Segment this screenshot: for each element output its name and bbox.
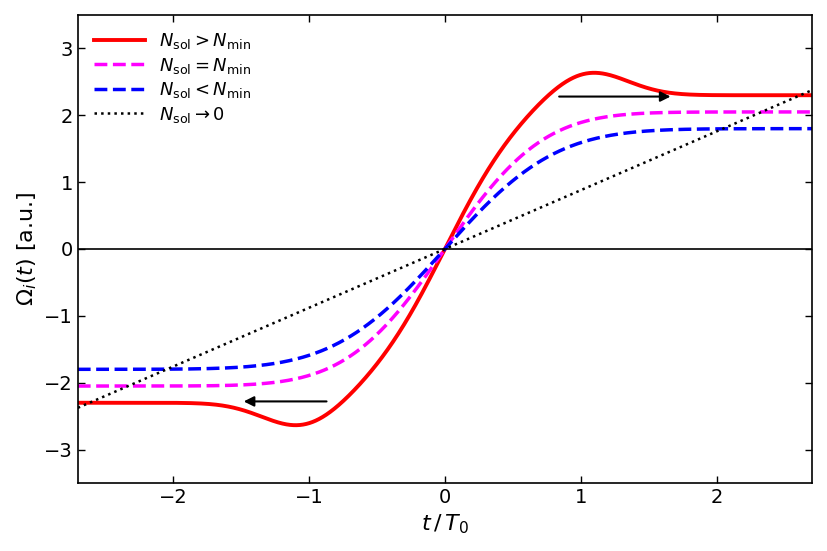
- $N_\mathrm{sol} > N_\mathrm{min}$: [807, 92, 817, 99]
- $N_\mathrm{sol} = N_\mathrm{min}$: [386, 316, 396, 323]
- $N_\mathrm{sol} \to 0$: [354, 283, 364, 289]
- $N_\mathrm{sol} > N_\mathrm{min}$: [156, 399, 166, 406]
- $N_\mathrm{sol} \to 0$: [156, 368, 166, 375]
- $N_\mathrm{sol} > N_\mathrm{min}$: [714, 92, 724, 99]
- $N_\mathrm{sol} < N_\mathrm{min}$: [792, 126, 802, 132]
- $N_\mathrm{sol} = N_\mathrm{min}$: [73, 383, 83, 390]
- Y-axis label: $\Omega_i(t)$ [a.u.]: $\Omega_i(t)$ [a.u.]: [15, 192, 39, 306]
- $N_\mathrm{sol} = N_\mathrm{min}$: [714, 109, 724, 115]
- Line: $N_\mathrm{sol} = N_\mathrm{min}$: $N_\mathrm{sol} = N_\mathrm{min}$: [78, 112, 812, 386]
- $N_\mathrm{sol} > N_\mathrm{min}$: [355, 381, 365, 388]
- $N_\mathrm{sol} > N_\mathrm{min}$: [793, 92, 803, 99]
- $N_\mathrm{sol} > N_\mathrm{min}$: [291, 422, 301, 429]
- $N_\mathrm{sol} \to 0$: [73, 404, 83, 411]
- Line: $N_\mathrm{sol} > N_\mathrm{min}$: $N_\mathrm{sol} > N_\mathrm{min}$: [78, 73, 812, 425]
- $N_\mathrm{sol} = N_\mathrm{min}$: [807, 109, 817, 115]
- $N_\mathrm{sol} < N_\mathrm{min}$: [386, 302, 396, 309]
- $N_\mathrm{sol} < N_\mathrm{min}$: [354, 327, 364, 334]
- Line: $N_\mathrm{sol} \to 0$: $N_\mathrm{sol} \to 0$: [78, 90, 812, 408]
- Legend: $N_\mathrm{sol} > N_\mathrm{min}$, $N_\mathrm{sol} = N_\mathrm{min}$, $N_\mathrm: $N_\mathrm{sol} > N_\mathrm{min}$, $N_\m…: [87, 24, 258, 132]
- $N_\mathrm{sol} > N_\mathrm{min}$: [200, 401, 210, 407]
- $N_\mathrm{sol} = N_\mathrm{min}$: [792, 109, 802, 115]
- $N_\mathrm{sol} \to 0$: [807, 87, 817, 94]
- $N_\mathrm{sol} < N_\mathrm{min}$: [807, 125, 817, 132]
- $N_\mathrm{sol} \to 0$: [200, 349, 210, 356]
- $N_\mathrm{sol} \to 0$: [714, 127, 724, 134]
- $N_\mathrm{sol} < N_\mathrm{min}$: [714, 126, 724, 132]
- Line: $N_\mathrm{sol} < N_\mathrm{min}$: $N_\mathrm{sol} < N_\mathrm{min}$: [78, 128, 812, 369]
- $N_\mathrm{sol} < N_\mathrm{min}$: [73, 366, 83, 372]
- $N_\mathrm{sol} \to 0$: [792, 93, 802, 100]
- $N_\mathrm{sol} > N_\mathrm{min}$: [73, 399, 83, 406]
- $N_\mathrm{sol} < N_\mathrm{min}$: [200, 365, 210, 372]
- $N_\mathrm{sol} < N_\mathrm{min}$: [156, 366, 166, 372]
- $N_\mathrm{sol} = N_\mathrm{min}$: [354, 346, 364, 353]
- $N_\mathrm{sol} = N_\mathrm{min}$: [156, 383, 166, 390]
- $N_\mathrm{sol} = N_\mathrm{min}$: [200, 382, 210, 389]
- $N_\mathrm{sol} > N_\mathrm{min}$: [589, 69, 599, 76]
- $N_\mathrm{sol} \to 0$: [386, 269, 396, 276]
- $N_\mathrm{sol} > N_\mathrm{min}$: [386, 341, 396, 348]
- X-axis label: $t\,/\,T_0$: $t\,/\,T_0$: [421, 512, 469, 536]
